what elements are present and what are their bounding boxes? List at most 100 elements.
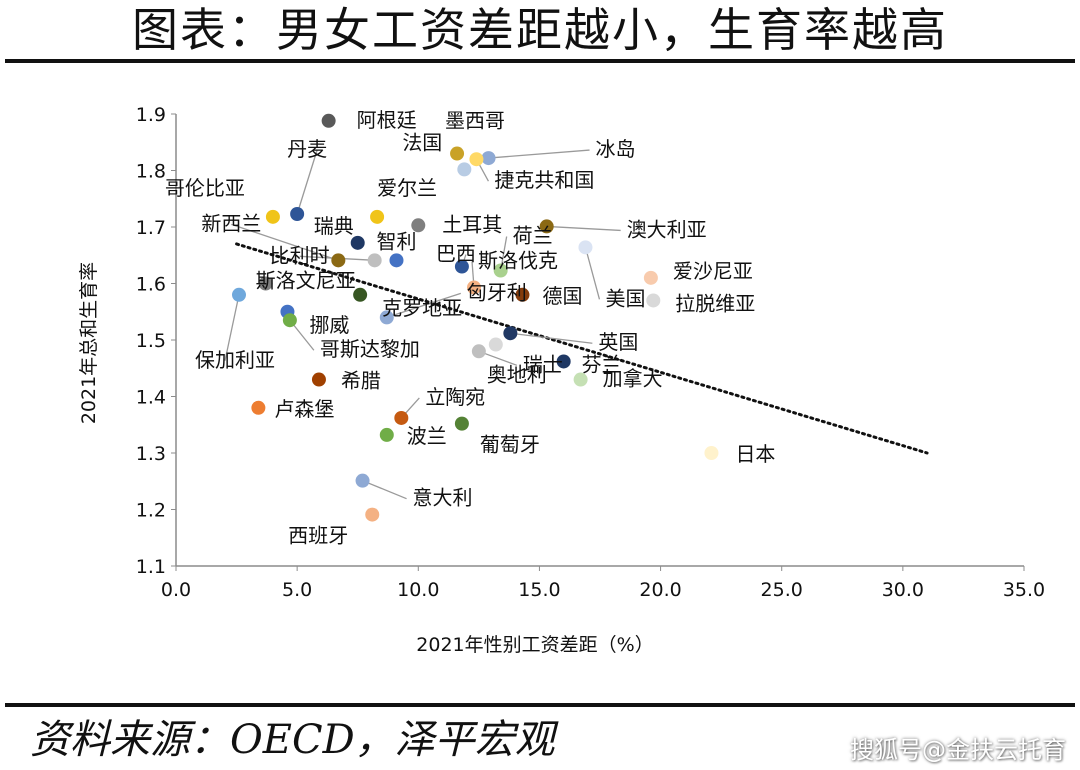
- y-tick-label: 1.9: [136, 104, 166, 126]
- top-divider: [5, 59, 1075, 63]
- data-point: [258, 276, 273, 291]
- leader-line: [510, 332, 593, 344]
- point-label: 冰岛: [596, 137, 636, 161]
- leader-line: [386, 292, 461, 319]
- point-label: 澳大利亚: [627, 217, 707, 241]
- point-label: 波兰: [407, 424, 447, 448]
- data-point: [411, 218, 426, 233]
- x-tick-label: 15.0: [518, 579, 560, 601]
- data-point: [389, 253, 404, 268]
- y-tick-label: 1.4: [136, 387, 166, 409]
- point-label: 拉脱维亚: [675, 291, 755, 315]
- data-point: [394, 410, 409, 425]
- point-label: 意大利: [413, 486, 473, 510]
- data-point: [367, 253, 382, 268]
- data-point: [469, 152, 484, 167]
- point-label: 芬兰: [582, 352, 622, 376]
- point-label: 葡萄牙: [480, 433, 540, 457]
- data-point: [353, 287, 368, 302]
- data-point: [493, 263, 508, 278]
- data-point: [515, 287, 530, 302]
- point-label: 西班牙: [288, 524, 348, 548]
- data-points: [231, 113, 719, 522]
- x-tick-label: 30.0: [882, 579, 924, 601]
- data-point: [331, 253, 346, 268]
- data-point: [481, 151, 496, 166]
- y-tick-label: 1.3: [136, 443, 166, 465]
- x-axis-label: 2021年性别工资差距（%）: [416, 634, 653, 656]
- point-label: 智利: [376, 229, 416, 253]
- scatter-chart: 0.0 5.0 10.0 15.0 20.0 25.0 30.0 35.0 1.1 1.2 1.3 1…: [78, 104, 1045, 656]
- point-label: 荷兰: [513, 224, 553, 248]
- data-point: [265, 209, 280, 224]
- leader-line: [546, 225, 621, 232]
- leader-line: [231, 223, 339, 261]
- point-label: 保加利亚: [195, 348, 275, 372]
- data-point: [350, 235, 365, 250]
- data-point: [488, 337, 503, 352]
- point-label: 挪威: [309, 313, 349, 337]
- leader-lines: [224, 149, 621, 500]
- x-tick-label: 10.0: [397, 579, 439, 601]
- leader-line: [584, 247, 601, 300]
- x-tick-label: 35.0: [1003, 579, 1045, 601]
- y-tick-label: 1.1: [136, 556, 166, 578]
- watermark: 搜狐号@金扶云托育: [850, 736, 1066, 764]
- x-tick-label: 20.0: [639, 579, 681, 601]
- point-label: 斯洛伐克: [478, 248, 558, 272]
- data-point: [355, 473, 370, 488]
- point-label: 丹麦: [287, 137, 327, 161]
- point-label: 日本: [735, 442, 775, 466]
- data-point: [578, 240, 593, 255]
- data-point: [454, 259, 469, 274]
- x-tick-label: 5.0: [282, 579, 312, 601]
- data-point: [379, 427, 394, 442]
- data-point: [503, 326, 518, 341]
- bottom-divider: [5, 703, 1075, 707]
- point-label: 新西兰: [201, 211, 261, 235]
- data-point: [290, 207, 305, 222]
- data-point: [556, 354, 571, 369]
- leader-line: [224, 294, 240, 361]
- leader-line: [488, 149, 590, 159]
- point-label: 瑞典: [314, 214, 354, 238]
- point-label: 阿根廷: [357, 108, 417, 132]
- point-label: 克罗地亚: [382, 296, 462, 320]
- data-point: [471, 344, 486, 359]
- x-tick-label: 25.0: [761, 579, 803, 601]
- y-tick-label: 1.5: [136, 330, 166, 352]
- point-label: 立陶宛: [425, 385, 485, 409]
- data-point: [282, 313, 297, 328]
- point-label: 加拿大: [603, 367, 663, 391]
- data-point: [643, 270, 658, 285]
- trendline-group: [235, 242, 929, 455]
- point-label: 匈牙利: [467, 280, 527, 304]
- point-label: 比利时: [270, 243, 330, 267]
- trendline: [235, 242, 929, 455]
- point-label: 希腊: [341, 369, 381, 393]
- point-label: 土耳其: [442, 212, 502, 236]
- point-label: 德国: [542, 284, 582, 308]
- data-point: [365, 507, 380, 522]
- data-point: [370, 209, 385, 224]
- leader-line: [296, 149, 318, 215]
- chart-title: 图表：男女工资差距越小，生育率越高: [132, 3, 948, 57]
- point-label: 瑞士: [523, 352, 563, 376]
- x-tick-label: 0.0: [161, 579, 191, 601]
- data-point: [467, 280, 482, 295]
- point-label: 哥伦比亚: [165, 176, 245, 200]
- leader-line: [362, 480, 407, 500]
- point-label: 美国: [605, 286, 645, 310]
- data-point: [704, 446, 719, 460]
- data-point: [231, 287, 246, 302]
- point-label: 哥斯达黎加: [320, 337, 420, 361]
- data-point: [573, 372, 588, 387]
- data-point: [379, 310, 394, 325]
- point-label: 爱尔兰: [377, 176, 437, 200]
- data-point: [454, 416, 469, 431]
- y-axis-label: 2021年总和生育率: [78, 262, 100, 424]
- y-tick-label: 1.8: [136, 161, 166, 183]
- point-label: 法国: [402, 130, 442, 154]
- y-tick-label: 1.2: [136, 500, 166, 522]
- point-label: 巴西: [436, 242, 476, 266]
